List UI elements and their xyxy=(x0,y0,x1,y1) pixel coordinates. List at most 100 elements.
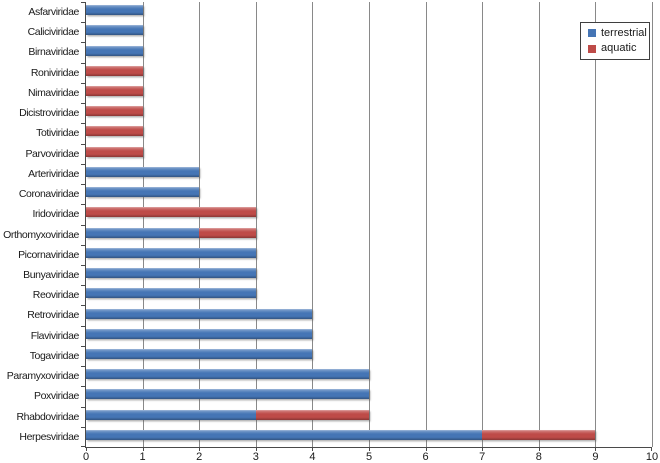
bar-segment-terrestrial-bunyaviridae xyxy=(86,268,256,279)
bar-segment-aquatic-orthomyxoviridae xyxy=(199,227,256,238)
x-axis-label-0: 0 xyxy=(82,451,90,463)
x-axis-label-6: 6 xyxy=(422,451,429,463)
bar-row-iridoviridae xyxy=(86,204,652,224)
bar-track xyxy=(86,227,652,238)
bar-track xyxy=(86,45,652,56)
bar-segment-terrestrial-reoviridae xyxy=(86,288,256,299)
x-axis-tick-9 xyxy=(595,447,597,451)
category-label-reoviridae: Reoviridae xyxy=(32,289,80,302)
y-axis-tick xyxy=(81,265,86,266)
y-axis-tick xyxy=(81,326,86,327)
bar-row-poxviridae xyxy=(86,386,652,406)
y-axis-tick xyxy=(81,225,86,226)
bar-row-togaviridae xyxy=(86,346,652,366)
bar-row-birnaviridae xyxy=(86,42,652,62)
x-axis-tick-5 xyxy=(369,447,370,451)
gridline-x-1 xyxy=(142,2,144,447)
category-label-orthomyxoviridae: Orthomyxoviridae xyxy=(3,228,79,241)
bar-track xyxy=(86,328,652,339)
bar-segment-terrestrial-caliciviridae xyxy=(86,25,143,36)
x-axis-label-1: 1 xyxy=(139,451,146,463)
bar-row-arteriviridae xyxy=(86,164,652,184)
category-label-coronaviridae: Coronaviridae xyxy=(18,188,80,201)
bar-track xyxy=(86,389,652,400)
category-label-caliciviridae: Caliciviridae xyxy=(27,26,80,39)
bar-row-totiviridae xyxy=(86,123,652,143)
y-axis-tick xyxy=(81,407,86,408)
bar-row-flaviviridae xyxy=(86,326,652,346)
terrestrial-swatch-icon xyxy=(588,29,596,38)
x-axis-label-5: 5 xyxy=(365,451,373,463)
y-axis-tick xyxy=(81,366,86,367)
bar-segment-aquatic-herpesviridae xyxy=(482,429,596,440)
gridline-x-7 xyxy=(482,2,484,447)
category-label-paramyxoviridae: Paramyxoviridae xyxy=(6,370,80,383)
bar-segment-aquatic-dicistroviridae xyxy=(86,106,143,117)
category-label-herpesviridae: Herpesviridae xyxy=(19,430,79,443)
y-axis-tick xyxy=(81,103,86,104)
y-axis-tick xyxy=(81,22,86,23)
x-axis-label-4: 4 xyxy=(309,451,316,463)
bar-segment-terrestrial-herpesviridae xyxy=(86,429,483,440)
x-axis-tick-2 xyxy=(199,447,201,451)
bar-track xyxy=(86,268,652,279)
category-label-bunyaviridae: Bunyaviridae xyxy=(23,268,79,281)
gridline-x-10 xyxy=(652,2,653,447)
category-label-flaviviridae: Flaviviridae xyxy=(30,329,80,342)
category-label-picornaviridae: Picornaviridae xyxy=(18,248,79,261)
bar-track xyxy=(86,25,652,36)
bar-track xyxy=(86,187,652,198)
bar-track xyxy=(86,126,652,137)
y-axis-tick xyxy=(81,204,86,205)
category-label-retroviridae: Retroviridae xyxy=(27,309,79,322)
bar-segment-terrestrial-togaviridae xyxy=(86,348,313,359)
bar-track xyxy=(86,288,652,299)
category-label-birnaviridae: Birnaviridae xyxy=(28,46,79,59)
bar-row-retroviridae xyxy=(86,305,652,325)
x-axis-label-3: 3 xyxy=(252,451,259,463)
bar-track xyxy=(86,369,652,380)
bar-track xyxy=(86,106,652,117)
y-axis-tick xyxy=(81,144,86,145)
x-axis-tick-7 xyxy=(482,447,484,451)
y-axis-tick xyxy=(81,83,86,84)
category-label-nimaviridae: Nimaviridae xyxy=(27,86,79,99)
x-axis-tick-8 xyxy=(538,447,540,451)
bar-segment-terrestrial-poxviridae xyxy=(86,389,369,400)
bar-segment-terrestrial-orthomyxoviridae xyxy=(86,227,200,238)
gridline-x-8 xyxy=(538,2,540,447)
bar-segment-terrestrial-coronaviridae xyxy=(86,187,200,198)
bar-segment-terrestrial-flaviviridae xyxy=(86,328,313,339)
bar-track xyxy=(86,308,652,319)
bar-track xyxy=(86,86,652,97)
gridline-x-4 xyxy=(312,2,314,447)
x-axis-tick-4 xyxy=(312,447,314,451)
bar-row-herpesviridae xyxy=(86,427,652,447)
category-label-roniviridae: Roniviridae xyxy=(30,66,80,79)
bar-track xyxy=(86,65,652,76)
bar-segment-aquatic-rhabdoviridae xyxy=(255,409,369,420)
bar-track xyxy=(86,166,652,177)
bar-track xyxy=(86,409,652,420)
x-axis-label-8: 8 xyxy=(535,451,542,463)
gridline-x-6 xyxy=(425,2,427,447)
y-axis-tick xyxy=(81,164,86,165)
category-label-asfarviridae: Asfarviridae xyxy=(28,6,79,18)
bar-track xyxy=(86,429,652,440)
bar-segment-terrestrial-picornaviridae xyxy=(86,247,256,258)
aquatic-swatch-icon xyxy=(588,44,596,53)
bar-segment-aquatic-iridoviridae xyxy=(86,207,256,218)
bar-segment-terrestrial-birnaviridae xyxy=(86,45,143,56)
category-label-parvoviridae: Parvoviridae xyxy=(25,147,79,160)
plot-area: 0 1 2 3 4 5 6 7 8 9 10 xyxy=(81,2,658,463)
bar-row-asfarviridae xyxy=(86,2,652,22)
y-axis-tick xyxy=(81,184,86,185)
bar-row-orthomyxoviridae xyxy=(86,225,652,245)
bar-row-nimaviridae xyxy=(86,83,652,103)
bar-row-reoviridae xyxy=(86,285,652,305)
bar-segment-terrestrial-retroviridae xyxy=(86,308,313,319)
y-axis-tick xyxy=(81,346,86,347)
y-axis-tick xyxy=(81,245,86,246)
bar-track xyxy=(86,146,652,157)
y-axis-tick xyxy=(81,123,86,124)
